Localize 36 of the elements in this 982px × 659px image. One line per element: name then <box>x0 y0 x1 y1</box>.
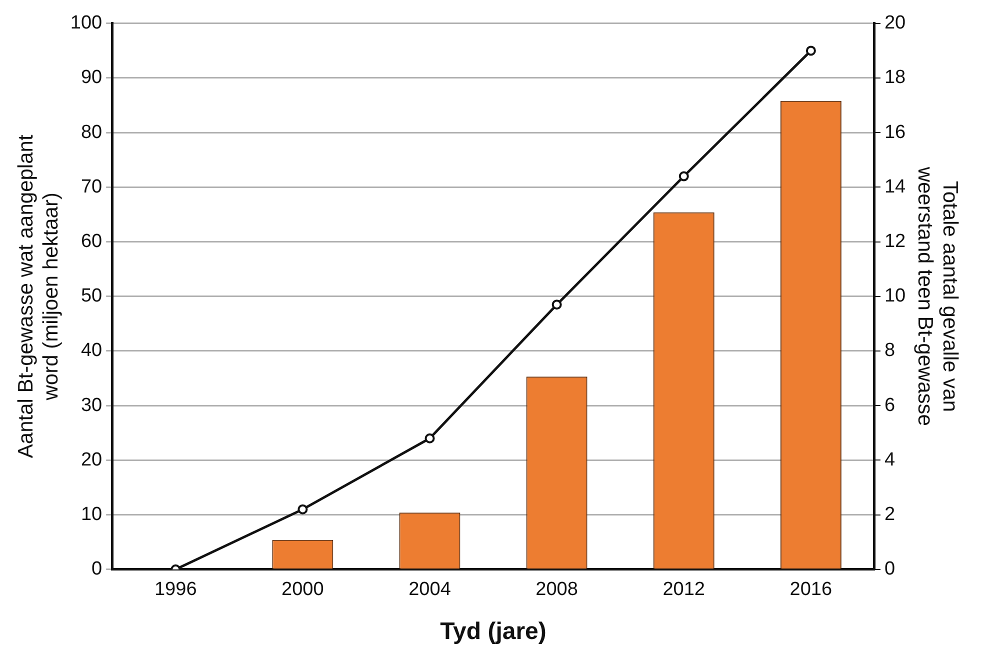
x-tick-label: 2012 <box>662 579 706 600</box>
y2-tick-label: 16 <box>884 122 906 143</box>
y-tick-label: 0 <box>92 558 102 580</box>
y2-tick-label: 12 <box>884 231 906 252</box>
y-tick-label: 10 <box>80 504 102 526</box>
y-tick-label: 50 <box>80 286 102 307</box>
y-tick-label: 40 <box>80 340 102 362</box>
y2-tick-label: 0 <box>884 558 896 580</box>
y-tick-label: 80 <box>80 122 102 143</box>
y-tick-label: 20 <box>80 449 102 470</box>
x-tick-label: 2008 <box>536 579 578 600</box>
y2-tick-label: 4 <box>884 449 896 470</box>
point <box>806 46 816 56</box>
y2-tick-label: 8 <box>884 340 896 362</box>
y2-tick-label: 20 <box>884 12 906 34</box>
y-tick-label: 60 <box>80 231 102 252</box>
point <box>552 300 562 310</box>
y-axis-title: Aantal Bt-gewasse wat aangeplant word (miljoen hektaar) <box>14 134 63 458</box>
y2-tick-label: 6 <box>884 394 896 416</box>
point <box>424 433 435 444</box>
y-tick-label: 30 <box>80 394 102 416</box>
x-tick-label: 2016 <box>790 579 832 600</box>
point <box>298 504 308 514</box>
x-tick-label: 2004 <box>408 579 452 600</box>
x-axis-title: Tyd (jare) <box>440 618 546 646</box>
x-tick-label: 2000 <box>282 579 324 600</box>
y-tick-label: 70 <box>80 176 102 198</box>
x-tick-label: 1996 <box>154 579 197 600</box>
y-tick-label: 100 <box>70 12 102 34</box>
y2-tick-label: 2 <box>884 504 896 526</box>
point <box>678 171 689 182</box>
y2-axis-title: Totale aantal gevalle van weerstand teen Bt-gewasse <box>913 166 962 426</box>
y-tick-label: 90 <box>80 67 102 88</box>
y2-tick-label: 10 <box>884 286 906 307</box>
y2-tick-label: 14 <box>884 176 906 198</box>
y2-tick-label: 18 <box>884 67 906 88</box>
